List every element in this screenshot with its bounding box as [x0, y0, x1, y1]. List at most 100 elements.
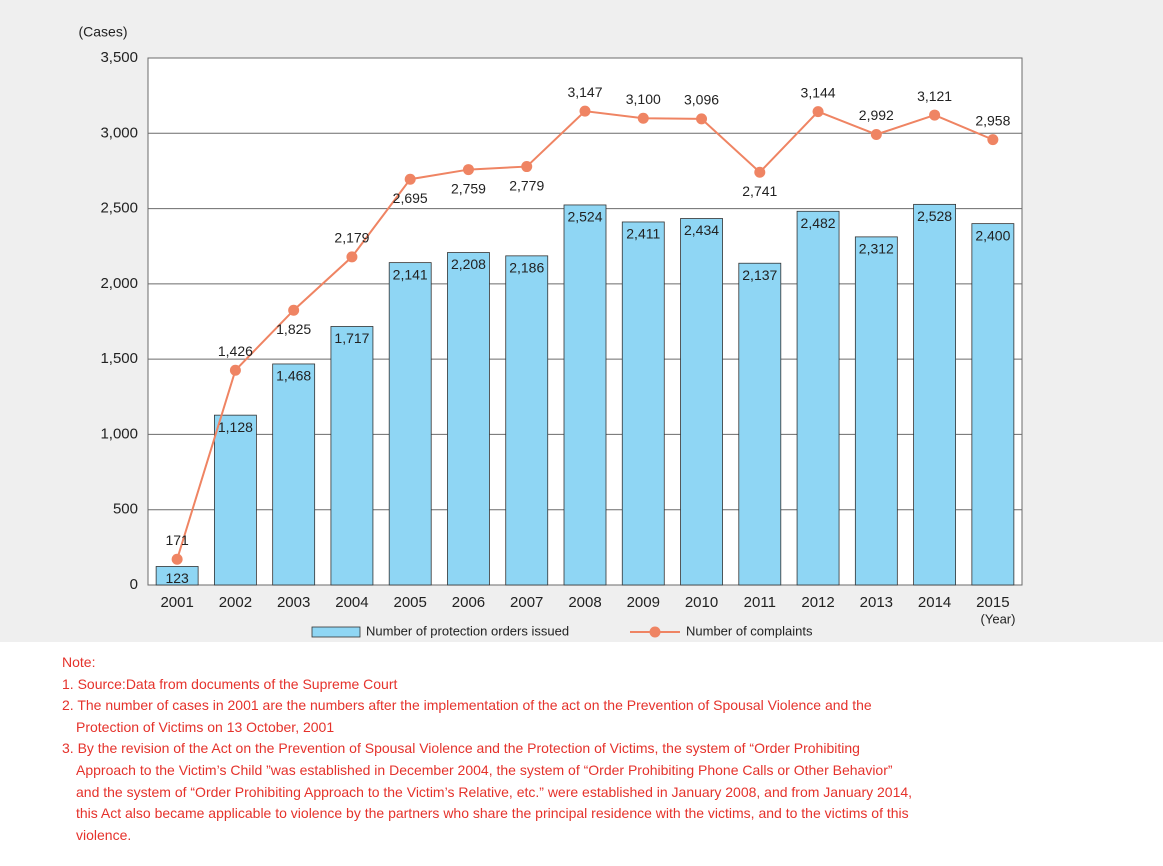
line-value-label: 3,096	[684, 92, 719, 108]
bar	[155, 566, 199, 586]
bar	[680, 218, 723, 586]
x-tick-label: 2001	[160, 594, 193, 611]
bar	[854, 236, 898, 586]
y-tick-label: 2,000	[100, 275, 138, 292]
bar	[971, 223, 1015, 586]
note-line: Approach to the Victim’s Child ”was esta…	[76, 761, 893, 778]
line-marker	[929, 109, 941, 121]
line-value-label: 2,759	[451, 180, 486, 196]
line-marker	[171, 553, 183, 565]
x-tick-label: 2013	[860, 594, 893, 611]
x-tick-label: 2002	[219, 594, 252, 611]
legend-label: Number of complaints	[686, 623, 813, 638]
note-item: 1. Source:Data from documents of the Sup…	[62, 674, 912, 696]
bar-value-label: 2,482	[801, 215, 836, 231]
bar	[272, 363, 316, 586]
x-tick-label: 2004	[335, 594, 368, 611]
bar-value-label: 1,468	[276, 368, 311, 384]
bar	[796, 210, 840, 586]
bar	[505, 255, 549, 586]
bar-value-label: 2,411	[626, 226, 660, 242]
bar-value-label: 2,400	[975, 227, 1010, 243]
line-value-label: 2,179	[334, 230, 369, 246]
note-line: this Act also became applicable to viole…	[76, 805, 909, 822]
bar	[563, 204, 607, 586]
bar	[330, 326, 374, 586]
y-tick-label: 1,000	[100, 425, 138, 442]
bar-value-label: 2,528	[917, 208, 952, 224]
note-item: 3. By the revision of the Act on the Pre…	[62, 738, 912, 846]
x-tick-label: 2005	[394, 594, 427, 611]
notes-heading: Note:	[62, 654, 96, 670]
bar-value-label: 2,186	[509, 260, 544, 276]
line-marker	[987, 134, 999, 146]
x-tick-label: 2009	[627, 594, 660, 611]
legend-label: Number of protection orders issued	[366, 623, 569, 638]
y-tick-label: 500	[113, 501, 138, 518]
line-value-label: 2,695	[393, 190, 428, 206]
y-axis-unit: (Cases)	[78, 24, 127, 40]
line-value-label: 3,147	[567, 84, 602, 100]
note-line: 2. The number of cases in 2001 are the n…	[62, 697, 872, 714]
line-marker	[754, 166, 766, 178]
note-line: 1. Source:Data from documents of the Sup…	[62, 675, 398, 692]
y-tick-label: 3,500	[100, 49, 138, 66]
line-marker	[462, 164, 474, 176]
x-tick-label: 2015	[976, 594, 1009, 611]
line-value-label: 1,825	[276, 321, 311, 337]
line-value-label: 1,426	[218, 343, 253, 359]
bar-value-label: 2,312	[859, 241, 894, 257]
bar-value-label: 2,434	[684, 222, 719, 238]
line-marker	[579, 105, 591, 117]
x-tick-label: 2011	[744, 594, 776, 611]
bar	[388, 262, 432, 586]
x-tick-label: 2008	[568, 594, 601, 611]
note-line: 3. By the revision of the Act on the Pre…	[62, 740, 860, 757]
note-item: 2. The number of cases in 2001 are the n…	[62, 695, 912, 738]
line-value-label: 2,741	[742, 183, 777, 199]
line-value-label: 2,958	[975, 112, 1010, 128]
line-value-label: 2,992	[859, 107, 894, 123]
line-value-label: 3,100	[626, 91, 661, 107]
x-tick-label: 2006	[452, 594, 485, 611]
x-tick-label: 2007	[510, 594, 543, 611]
x-tick-label: 2014	[918, 594, 951, 611]
chart: (Cases) (Year) 0 500 1,000 1,500 2,000 2,500 3…	[78, 24, 1023, 638]
x-tick-label: 2003	[277, 594, 310, 611]
line-marker	[404, 173, 416, 185]
x-axis-unit: (Year)	[981, 611, 1016, 626]
x-tick-label: 2010	[685, 594, 718, 611]
note-line: and the system of “Order Prohibiting App…	[76, 783, 913, 800]
y-tick-label: 2,500	[100, 200, 138, 217]
line-marker	[870, 128, 882, 140]
line-marker	[812, 106, 824, 118]
legend-swatch	[311, 626, 361, 638]
line-value-label: 3,121	[917, 88, 952, 104]
bar-value-label: 2,524	[567, 209, 602, 225]
x-tick-label: 2012	[801, 594, 834, 611]
y-tick-label: 0	[130, 576, 138, 593]
note-line: violence.	[76, 826, 132, 843]
y-tick-label: 1,500	[100, 350, 138, 367]
line-marker	[288, 304, 300, 316]
bar-value-label: 1,128	[218, 419, 253, 435]
bar-value-label: 2,137	[742, 267, 777, 283]
bar-value-label: 2,141	[393, 266, 428, 282]
bar	[621, 221, 665, 586]
bar	[738, 262, 782, 586]
bar	[447, 252, 490, 586]
line-marker	[346, 251, 358, 263]
bar	[913, 203, 956, 586]
notes: Note: 1. Source:Data from documents of t…	[62, 652, 912, 846]
line-value-label: 3,144	[801, 84, 836, 100]
y-tick-label: 3,000	[100, 124, 138, 141]
line-marker	[229, 364, 241, 376]
bar	[213, 414, 257, 586]
line-value-label: 171	[165, 532, 189, 548]
legend-marker	[649, 626, 661, 638]
bar-value-label: 123	[165, 570, 189, 586]
line-marker	[521, 161, 533, 173]
line-marker	[696, 113, 708, 125]
bar-value-label: 1,717	[334, 330, 369, 346]
